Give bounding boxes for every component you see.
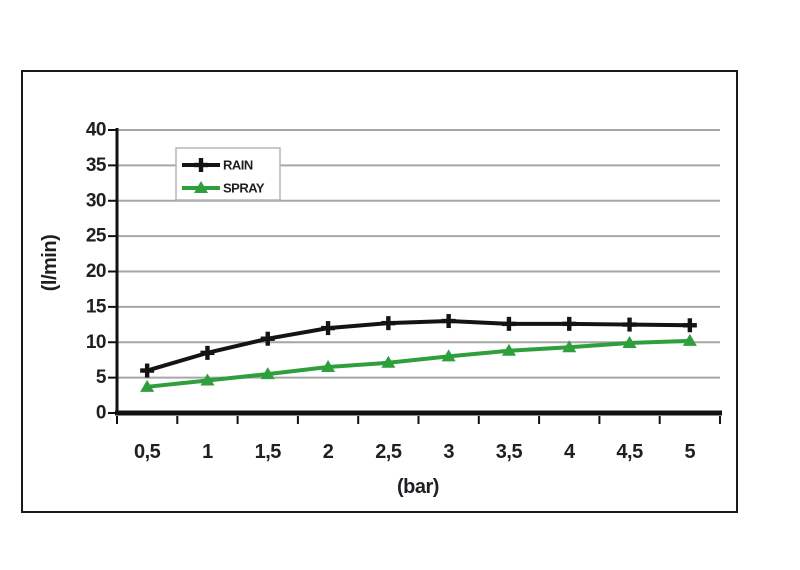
- spray-marker: [140, 379, 155, 392]
- legend-box: [175, 147, 281, 201]
- y-axis-title: (l/min): [39, 235, 61, 292]
- rain-marker: [260, 331, 275, 346]
- y-tick-label: 0: [96, 403, 106, 424]
- legend-plus-glyph: [194, 158, 208, 172]
- y-tick-label: 20: [86, 261, 106, 282]
- rain-marker: [682, 318, 697, 333]
- chart-frame: 0 5 10 15 20 25 30 35 40 0,5 1 1,5 2 2,5 3 3,5 4 4,5 5 RAI…: [21, 70, 738, 518]
- x-tick-label: 3: [443, 441, 454, 463]
- series-layer: [140, 314, 697, 392]
- y-tick-label: 30: [86, 190, 106, 211]
- x-axis-title: (bar): [397, 476, 439, 498]
- y-tick-label: 35: [86, 155, 107, 176]
- spray-marker: [501, 343, 516, 356]
- legend-item-spray: SPRAY: [182, 181, 265, 196]
- y-tick-label: 5: [96, 367, 107, 388]
- spray-marker: [381, 355, 396, 368]
- spray-series-line: [146, 338, 690, 389]
- rain-marker: [501, 316, 516, 331]
- rain-plus-marker-icon: [194, 158, 208, 172]
- rain-series-line: [146, 319, 690, 373]
- rain-marker: [321, 321, 336, 336]
- legend-label-spray: SPRAY: [223, 181, 265, 196]
- y-tick-label: 40: [86, 120, 106, 141]
- y-tick-label: 10: [86, 332, 106, 353]
- spray-marker: [260, 367, 275, 380]
- spray-marker: [200, 373, 215, 386]
- rain-marker: [622, 317, 637, 332]
- rain-marker: [441, 314, 456, 329]
- x-tick-label: 3,5: [496, 441, 523, 463]
- rain-marker: [381, 316, 396, 331]
- x-tick-label: 5: [685, 441, 696, 463]
- chart-border: [21, 70, 738, 513]
- legend-item-rain: RAIN: [182, 158, 253, 173]
- spray-marker: [321, 360, 336, 373]
- rain-marker: [200, 345, 215, 360]
- x-tick-label: 1,5: [255, 441, 282, 463]
- legend-label-rain: RAIN: [223, 158, 253, 173]
- legend: RAIN SPRAY: [175, 147, 281, 201]
- spray-marker: [622, 335, 637, 348]
- rain-marker: [562, 316, 577, 331]
- x-tick-label: 1: [202, 441, 213, 463]
- x-tick-label: 2,5: [375, 441, 402, 463]
- spray-marker: [441, 349, 456, 362]
- x-tick-label: 4,5: [616, 441, 643, 463]
- y-tick-label: 15: [86, 296, 107, 317]
- axis-layer: 0 5 10 15 20 25 30 35 40 0,5 1 1,5 2 2,5 3 3,5 4 4,5 5: [86, 120, 722, 463]
- rain-marker: [140, 363, 155, 378]
- y-tick-label: 25: [86, 226, 107, 247]
- spray-marker: [682, 333, 697, 346]
- legend-triangle-glyph: [194, 181, 208, 193]
- flow-rate-chart: 0 5 10 15 20 25 30 35 40 0,5 1 1,5 2 2,5 3 3,5 4 4,5 5 RAI…: [21, 70, 738, 513]
- x-tick-label: 0,5: [134, 441, 161, 463]
- x-tick-label: 2: [323, 441, 334, 463]
- spray-marker: [562, 340, 577, 353]
- x-tick-label: 4: [564, 441, 576, 463]
- spray-triangle-marker-icon: [194, 181, 208, 193]
